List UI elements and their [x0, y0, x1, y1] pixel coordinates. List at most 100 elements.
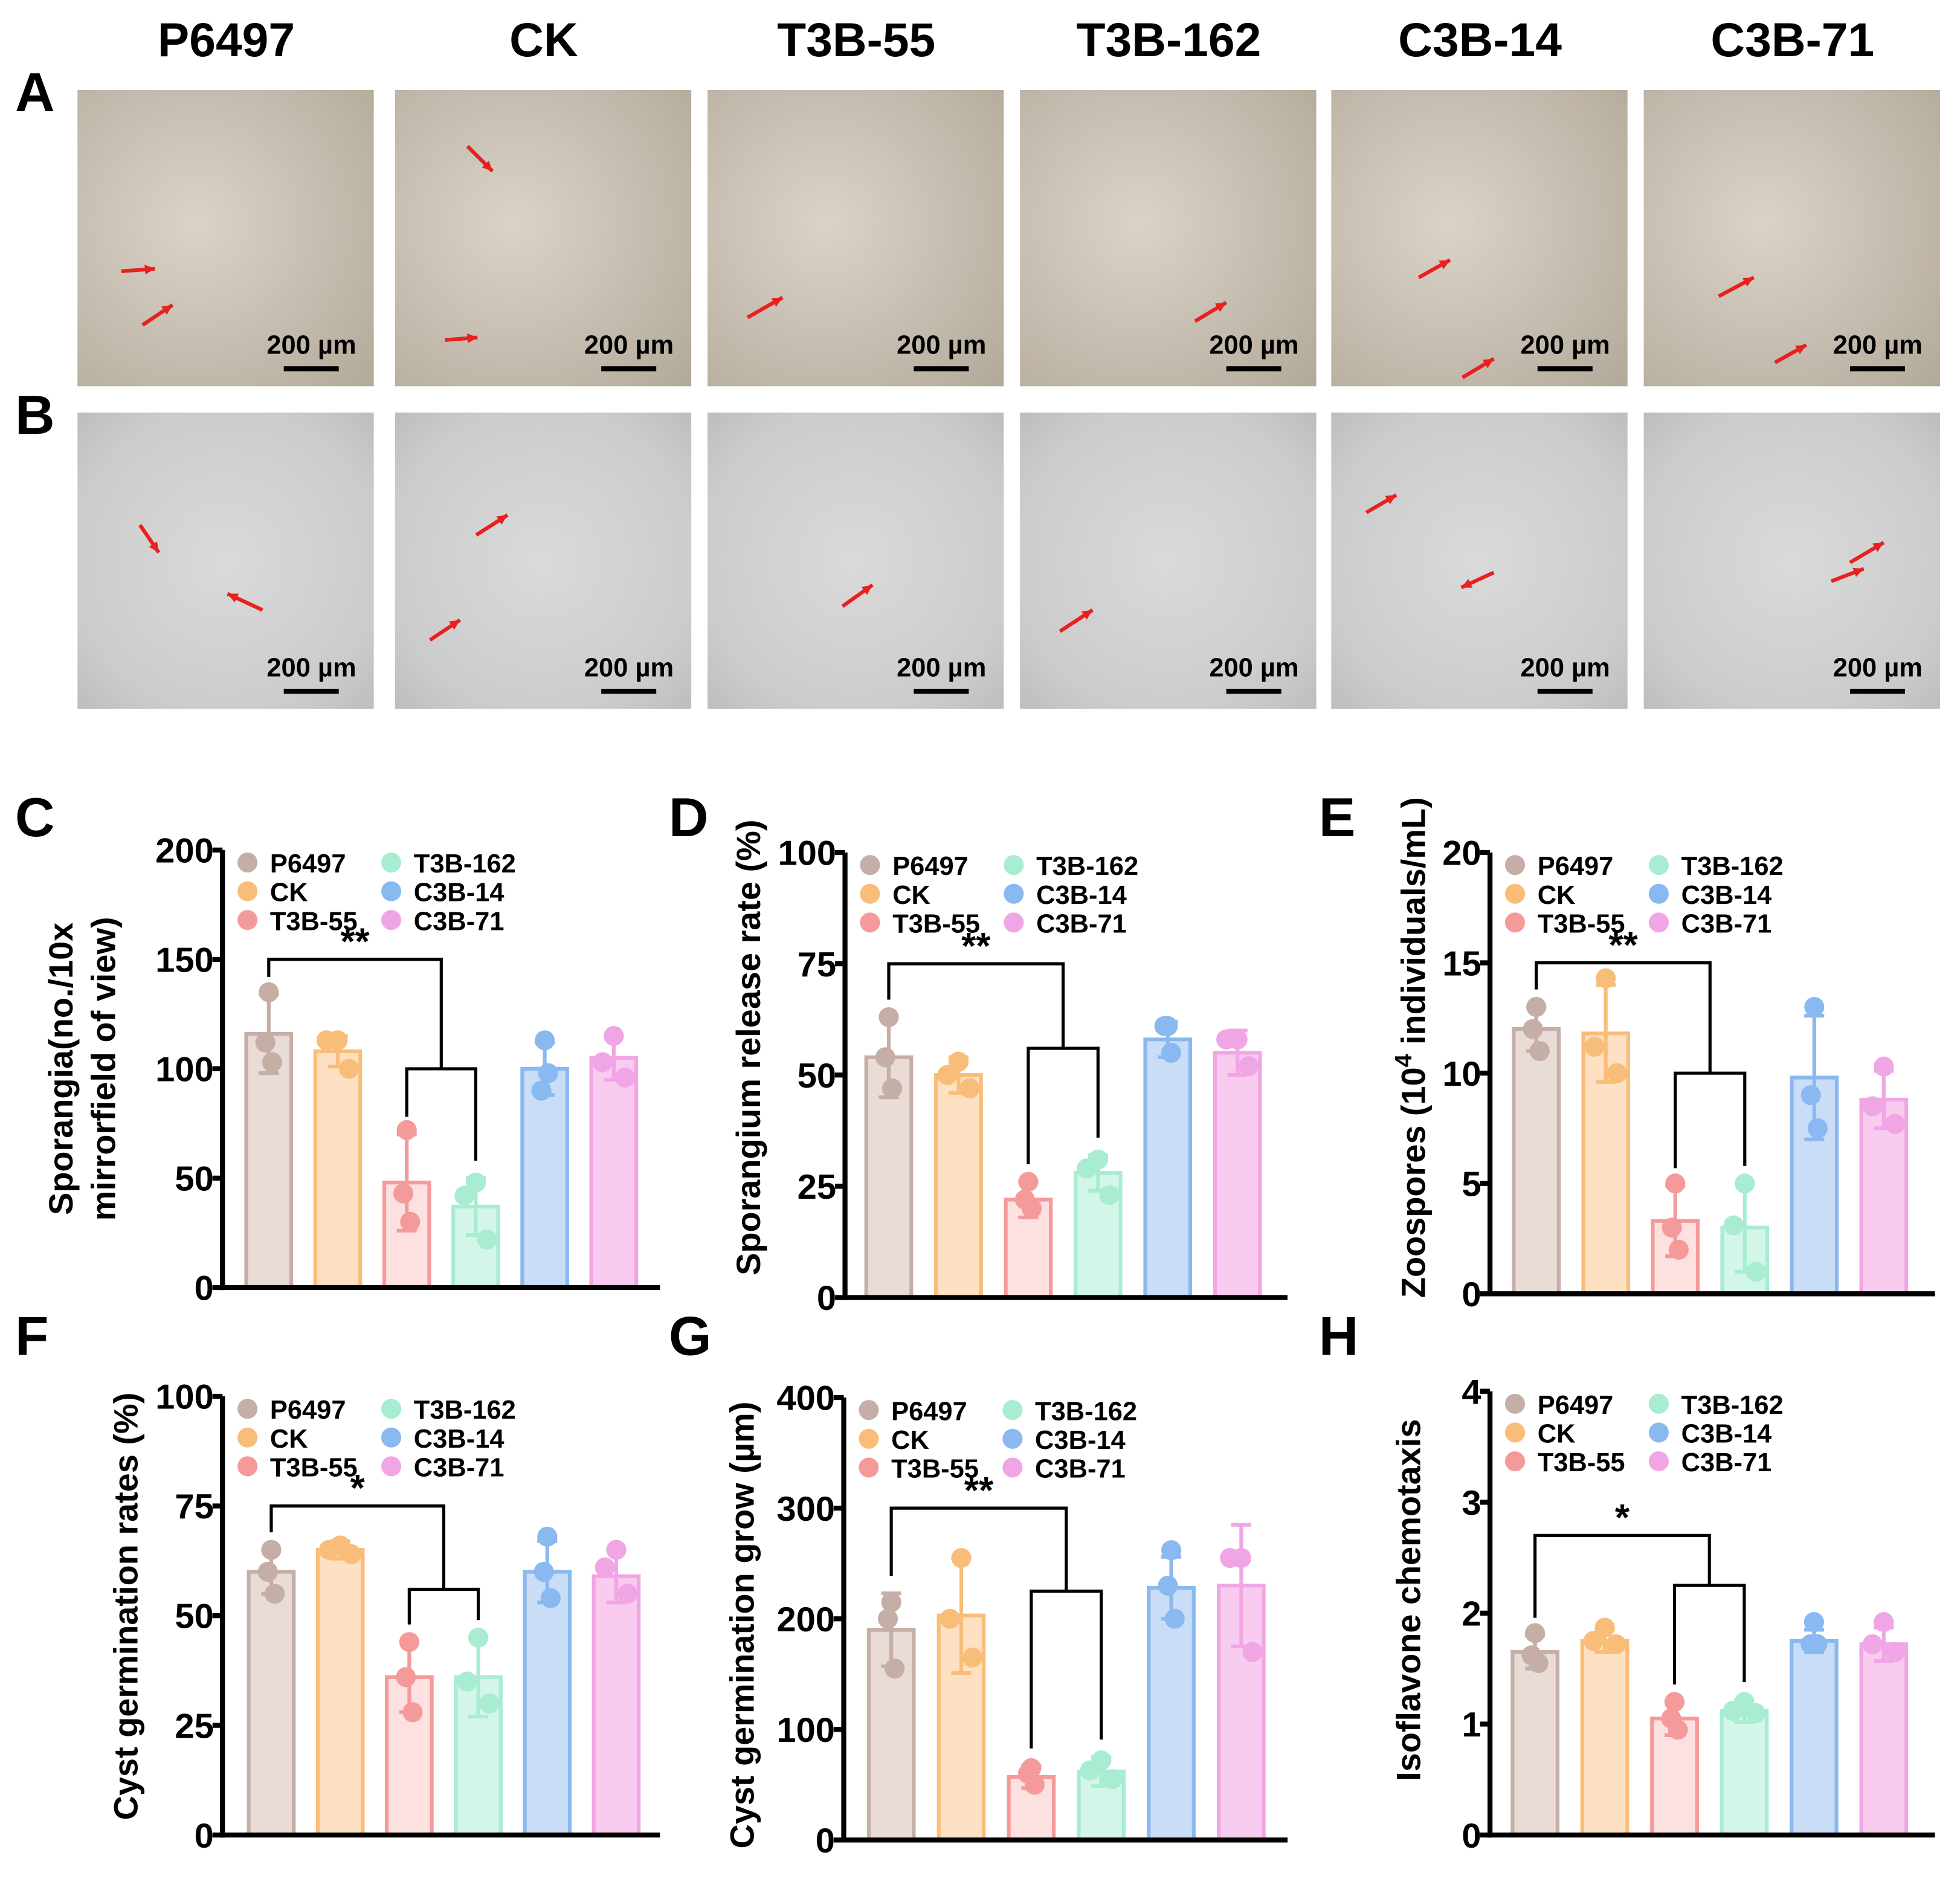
data-point [1606, 1634, 1626, 1654]
legend-label: C3B-71 [1036, 909, 1127, 938]
y-tick-label: 25 [798, 1168, 836, 1207]
significance-label: ** [961, 926, 991, 967]
micrograph-b-p6497: 200 µm [77, 412, 374, 709]
legend-label: CK [892, 881, 930, 910]
micrograph-a-c3b-14: 200 µm [1331, 89, 1628, 387]
micrograph-b-t3b-162: 200 µm [1020, 412, 1317, 709]
data-point [1077, 1158, 1097, 1179]
legend-label: C3B-71 [1681, 909, 1772, 938]
data-point [1746, 1703, 1766, 1723]
data-point [881, 1592, 901, 1613]
scale-bar-line [601, 366, 657, 372]
micrograph-b-ck: 200 µm [395, 412, 692, 709]
scale-bar-label: 200 µm [1833, 654, 1923, 683]
data-point [454, 1185, 475, 1206]
data-point [400, 1211, 421, 1232]
y-axis-label-line: Sporangia(no./10x [42, 923, 80, 1215]
y-tick-label: 200 [776, 1601, 835, 1639]
chart-c: 0 50 100 150 200 Sporangia(no./10x mirrorfield… [42, 832, 660, 1308]
data-point [604, 1026, 624, 1046]
y-tick-label: 0 [816, 1822, 835, 1860]
legend-label: P6497 [891, 1397, 967, 1426]
data-point [1862, 1096, 1883, 1117]
data-point [1807, 1634, 1828, 1654]
legend-marker [237, 910, 258, 930]
y-tick-label: 20 [1442, 834, 1481, 873]
legend-marker [1504, 1393, 1526, 1414]
chart-d: 0 25 50 75 100 Sporangium release rate (%) ** P… [729, 820, 1288, 1318]
scale-bar-line [914, 366, 969, 372]
significance-label: * [350, 1468, 366, 1509]
panel-label-h: H [1318, 1306, 1359, 1368]
micrograph-a-ck: 200 µm [395, 89, 692, 387]
data-point [1583, 1631, 1604, 1651]
data-point [255, 1032, 276, 1053]
data-point [614, 1067, 636, 1088]
y-axis-label: Isoflavone chemotaxis [1389, 1419, 1427, 1781]
bar-ck [934, 1073, 983, 1300]
legend-marker [859, 1457, 879, 1478]
data-point [316, 1030, 337, 1051]
data-point [1874, 1612, 1894, 1633]
data-point [1665, 1173, 1686, 1194]
significance-label: * [1615, 1497, 1630, 1539]
scale-bar-label: 200 µm [584, 654, 674, 683]
data-point [1216, 1029, 1237, 1049]
panel-label-c: C [15, 787, 55, 849]
scale-bar-label: 200 µm [1209, 654, 1299, 683]
data-point [318, 1540, 340, 1560]
legend-marker [1004, 912, 1024, 933]
legend-marker [1504, 1451, 1526, 1472]
data-point [1668, 1239, 1689, 1260]
legend-label: P6497 [270, 1396, 346, 1425]
scale-bar-label: 200 µm [266, 654, 356, 683]
data-point [878, 1007, 899, 1028]
micrograph-a-c3b-71: 200 µm [1643, 89, 1940, 387]
data-point [1884, 1114, 1906, 1134]
data-point [1528, 1652, 1549, 1674]
data-point [261, 1540, 282, 1560]
scale-bar-line [283, 366, 340, 372]
scale-bar-line [1226, 366, 1281, 372]
data-point [1807, 1118, 1828, 1138]
legend-label: T3B-162 [1036, 852, 1138, 881]
data-point [393, 1183, 414, 1204]
y-axis-label: Cyst germination grow (µm) [723, 1402, 761, 1849]
legend-label: T3B-162 [1681, 852, 1784, 881]
scale-bar: 200 µm [1209, 654, 1299, 694]
micrograph-a-t3b-162: 200 µm [1020, 89, 1317, 387]
legend-label: C3B-14 [1036, 881, 1127, 910]
data-point [1018, 1172, 1039, 1192]
legend-label: CK [891, 1426, 929, 1455]
y-tick-label: 3 [1462, 1484, 1481, 1523]
data-point [465, 1172, 486, 1193]
data-point [1164, 1608, 1185, 1629]
data-point [257, 1561, 278, 1582]
scale-bar-line [914, 688, 969, 694]
red-arrow-icon [1774, 343, 1808, 364]
data-point [606, 1540, 627, 1560]
data-point [1024, 1775, 1045, 1795]
legend-label: C3B-71 [1035, 1454, 1126, 1483]
chart-g: 0 100 200 300 400 Cyst germination grow (µm) *… [723, 1379, 1288, 1860]
column-header-t3b-55: T3B-55 [777, 15, 936, 68]
legend-marker [1504, 1422, 1526, 1443]
panel-label-a: A [15, 62, 55, 124]
scale-bar-line [1850, 366, 1906, 372]
data-point [1862, 1634, 1883, 1654]
bracket-inner [1674, 1071, 1747, 1169]
legend-marker [860, 883, 880, 904]
data-point [1746, 1262, 1766, 1282]
red-arrow-icon [841, 583, 874, 608]
data-point [940, 1608, 960, 1629]
legend-label: CK [270, 879, 308, 908]
red-arrow-icon [1194, 301, 1228, 323]
legend-label: CK [1538, 881, 1576, 910]
y-tick-label: 15 [1442, 944, 1481, 983]
scale-bar: 200 µm [584, 654, 674, 694]
y-tick-label: 50 [798, 1057, 836, 1095]
bracket-inner [407, 1587, 480, 1625]
legend-label: T3B-55 [270, 1453, 358, 1482]
data-point [1080, 1760, 1100, 1781]
